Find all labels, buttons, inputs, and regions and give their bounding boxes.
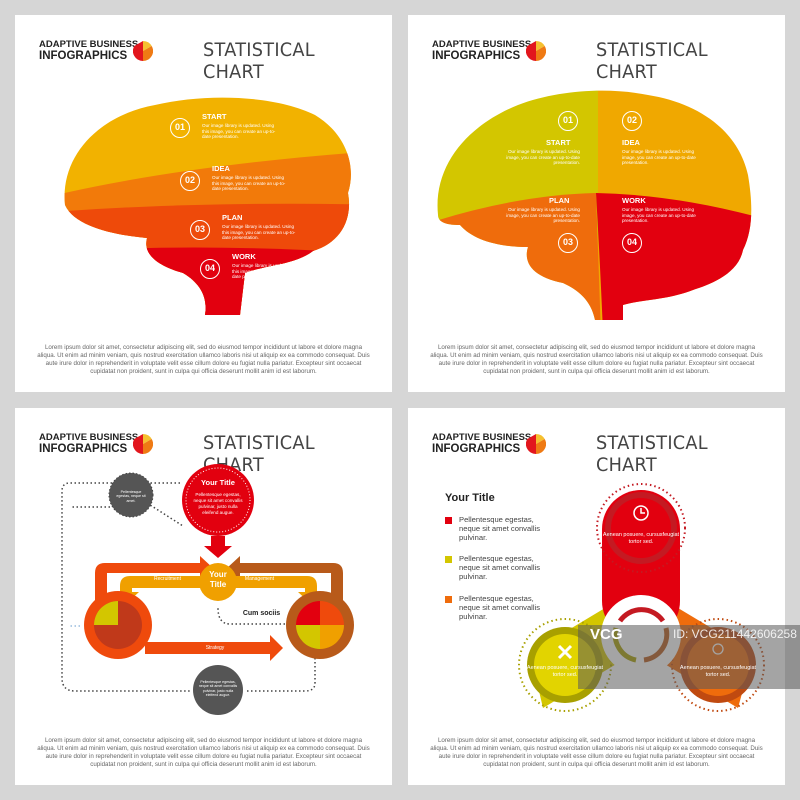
strategy-arrow-top-left	[95, 556, 213, 618]
clock-segment	[94, 601, 118, 625]
brand-line1: ADAPTIVE BUSINESS	[39, 39, 139, 50]
bullet-text: Pellentesque egestas, neque sit amet con…	[459, 515, 541, 542]
gray-circle-bottom	[193, 665, 243, 715]
body-text: Lorem ipsum dolor sit amet, consectetur …	[37, 737, 370, 768]
section-title: Your Title	[445, 492, 495, 504]
recruitment-arrow	[113, 576, 205, 604]
step-text: Our image library is updated. Using this…	[222, 224, 296, 241]
management-arrow	[231, 576, 324, 604]
center-title-circle	[199, 563, 237, 601]
brand-line2: INFOGRAPHICS	[39, 50, 128, 62]
brain-layers-graphic	[64, 97, 351, 315]
brand: ADAPTIVE BUSINESS INFOGRAPHICS	[432, 39, 532, 63]
step-number: 01	[558, 111, 578, 131]
strategy-label: Strategy	[150, 556, 170, 562]
bullet-square	[445, 517, 452, 524]
step-text: Our image library is updated. Using this…	[232, 263, 306, 280]
step-label: WORK	[232, 252, 256, 261]
dotted-connectors	[61, 482, 316, 692]
step-label: PLAN	[549, 196, 570, 205]
body-text: Lorem ipsum dolor sit amet, consectetur …	[430, 737, 763, 768]
brand-line1: ADAPTIVE BUSINESS	[39, 432, 139, 443]
brand-line1: ADAPTIVE BUSINESS	[432, 432, 532, 443]
step-label: START	[202, 112, 227, 121]
brand-line2: INFOGRAPHICS	[39, 443, 128, 455]
logo-icon	[133, 41, 153, 61]
gray-circle-top	[108, 472, 154, 518]
body-text: Lorem ipsum dolor sit amet, consectetur …	[430, 344, 763, 375]
watermark: VCG ID: VCG211442606258	[578, 625, 800, 689]
brand-line2: INFOGRAPHICS	[432, 50, 521, 62]
bullet-text: Pellentesque egestas, neque sit amet con…	[459, 594, 541, 621]
gray-top-text: Pellentesque egestas, neque sit amet.	[116, 490, 146, 503]
panel-brain-layers: ADAPTIVE BUSINESS INFOGRAPHICS STATISTICA…	[15, 15, 392, 392]
step-label: IDEA	[622, 138, 640, 147]
step-number: 03	[190, 220, 210, 240]
three-way-graphic	[518, 483, 765, 712]
bullet-square	[445, 556, 452, 563]
strategy-label: Strategy	[265, 556, 285, 562]
watermark-logo: VCG	[590, 626, 623, 643]
brand: ADAPTIVE BUSINESS INFOGRAPHICS	[39, 39, 139, 63]
main-title: Your Title	[201, 478, 235, 487]
process-cycle-graphic	[61, 464, 354, 715]
step-number: 01	[170, 118, 190, 138]
step-number: 04	[200, 259, 220, 279]
main-title-circle	[182, 464, 254, 536]
step-number: 03	[558, 233, 578, 253]
logo-icon	[526, 41, 546, 61]
down-arrow	[204, 536, 232, 558]
step-text: Our image library is updated. Using imag…	[506, 149, 580, 166]
brand-line1: ADAPTIVE BUSINESS	[432, 39, 532, 50]
step-label: START	[546, 138, 571, 147]
management-label: Management	[244, 576, 275, 582]
step-text: Our image library is updated. Using this…	[212, 175, 286, 192]
clock-icon	[633, 505, 649, 521]
brand: ADAPTIVE BUSINESS INFOGRAPHICS	[39, 432, 139, 456]
step-number: 02	[180, 171, 200, 191]
bullet-item: Pellentesque egestas, neque sit amet con…	[445, 554, 555, 581]
bullet-square	[445, 596, 452, 603]
step-text: Our image library is updated. Using imag…	[622, 207, 696, 224]
step-label: PLAN	[222, 213, 243, 222]
page-title: STATISTICAL CHART	[596, 432, 708, 476]
right-text: Aenean posuere, cursusfeugiat tortor sed…	[679, 665, 757, 678]
panel-brain-quadrants: ADAPTIVE BUSINESS INFOGRAPHICS STATISTICA…	[408, 15, 785, 392]
brand: ADAPTIVE BUSINESS INFOGRAPHICS	[432, 432, 532, 456]
recruitment-label: Recruitment	[154, 576, 181, 582]
page-title: STATISTICAL CHART	[596, 39, 708, 83]
watermark-id: ID: VCG211442606258	[673, 627, 797, 641]
logo-icon	[133, 434, 153, 454]
tools-icon	[557, 644, 573, 660]
step-number: 04	[622, 233, 642, 253]
left-text: Aenean posuere, cursusfeugiat tortor sed…	[526, 665, 604, 678]
bullet-text: Pellentesque egestas, neque sit amet con…	[459, 554, 541, 581]
brain-quadrants-graphic	[437, 90, 752, 321]
cum-sociis-label: Cum sociis	[242, 610, 281, 617]
main-text: Pellentesque egestas, neque sit amet con…	[193, 492, 243, 515]
strategy-label: Strategy	[205, 645, 225, 651]
gray-bottom-text: Pellentesque egestas, neque sit amet con…	[198, 680, 238, 698]
step-label: IDEA	[212, 164, 230, 173]
center-title: Your Title	[209, 570, 227, 589]
body-text: Lorem ipsum dolor sit amet, consectetur …	[37, 344, 370, 375]
step-text: Our image library is updated. Using this…	[202, 123, 276, 140]
cycle-arrow-red	[617, 607, 666, 623]
step-number: 02	[622, 111, 642, 131]
brand-line2: INFOGRAPHICS	[432, 443, 521, 455]
bullet-item: Pellentesque egestas, neque sit amet con…	[445, 515, 555, 542]
bullet-item: Pellentesque egestas, neque sit amet con…	[445, 594, 555, 621]
top-text: Aenean posuere, cursusfeugiat tortor sed…	[602, 532, 680, 545]
step-text: Our image library is updated. Using imag…	[622, 149, 696, 166]
strategy-arrow-top-right	[227, 556, 343, 618]
panel-three-way: ADAPTIVE BUSINESS INFOGRAPHICS STATISTICA…	[408, 408, 785, 785]
panel-process-cycle: ADAPTIVE BUSINESS INFOGRAPHICS STATISTICA…	[15, 408, 392, 785]
step-label: WORK	[622, 196, 646, 205]
page-title: STATISTICAL CHART	[203, 39, 315, 83]
strategy-arrow-bottom	[145, 635, 283, 661]
logo-icon	[526, 434, 546, 454]
step-text: Our image library is updated. Using imag…	[506, 207, 580, 224]
